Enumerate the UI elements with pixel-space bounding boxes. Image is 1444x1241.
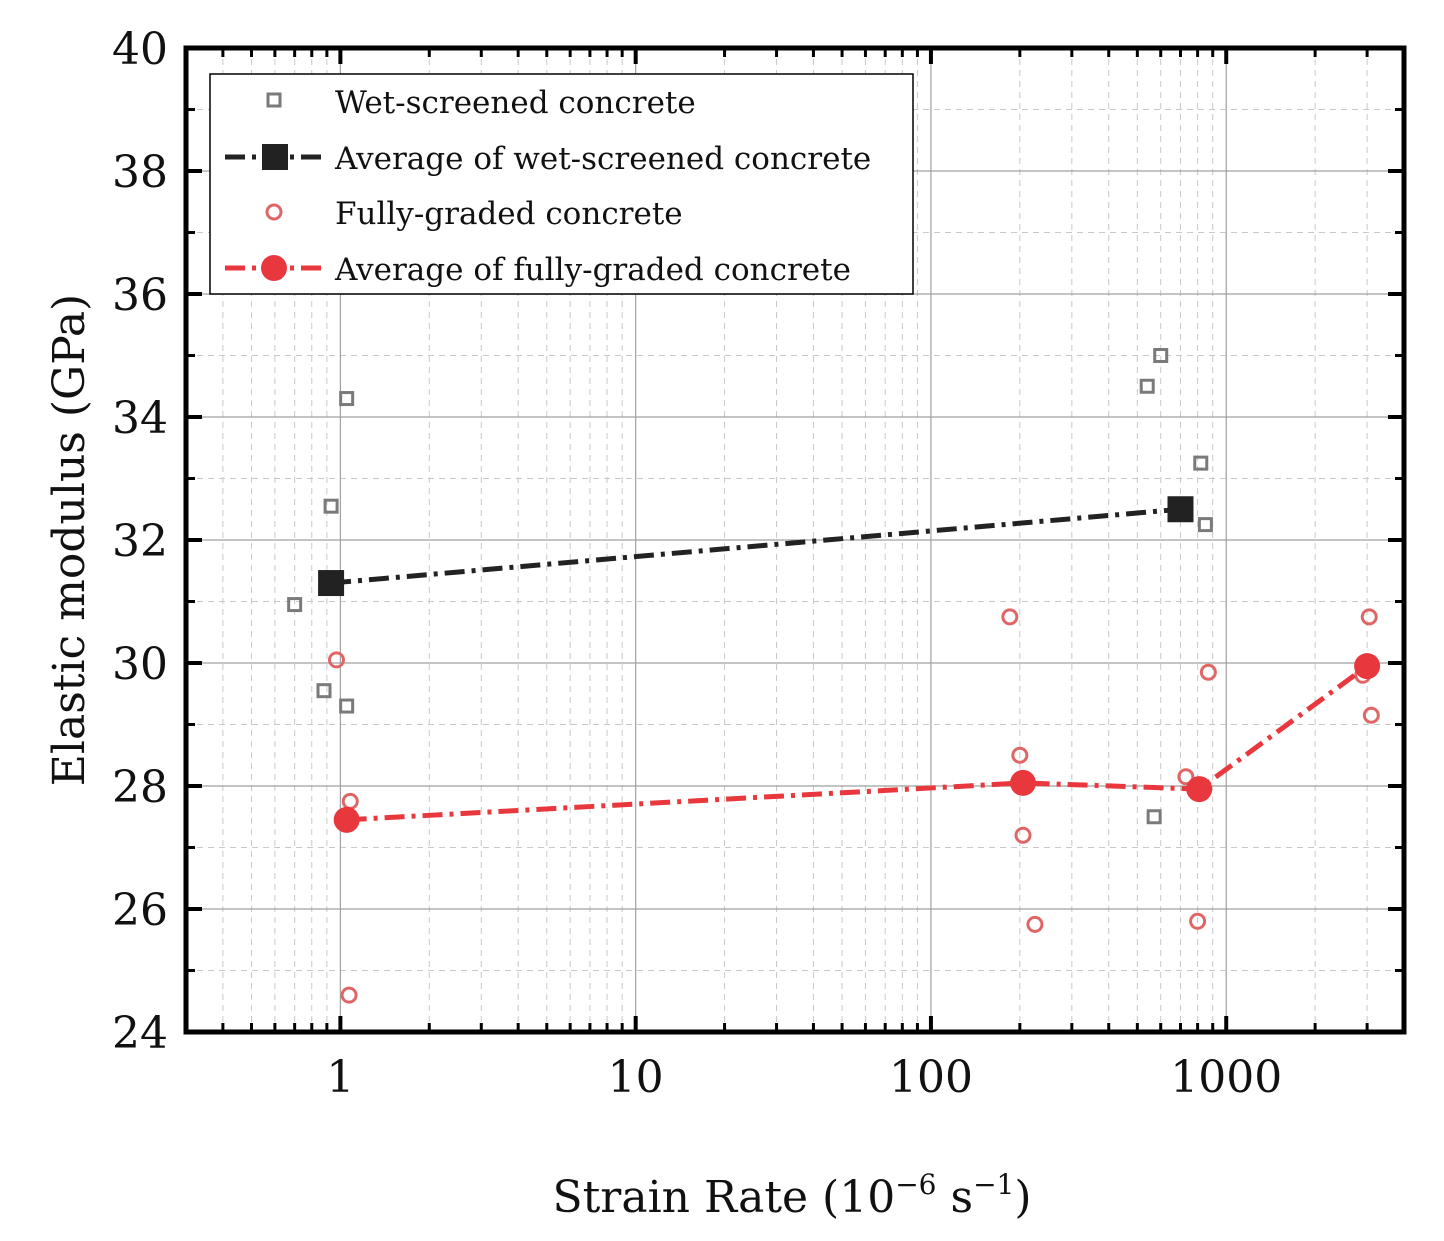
x-axis-title-end: ): [1014, 1172, 1031, 1223]
x-tick-label: 1: [326, 1052, 354, 1103]
y-tick-label: 38: [112, 147, 168, 198]
x-axis-title-exp1: −6: [895, 1168, 936, 1201]
x-axis-title: Strain Rate (10−6 s−1): [552, 1168, 1031, 1223]
wet-screened-point: [339, 391, 355, 407]
legend-full-avg-label: Average of fully-graded concrete: [334, 252, 851, 288]
y-tick-label: 28: [112, 762, 168, 813]
wet-screened-point: [316, 683, 332, 699]
fully-graded-point: [340, 986, 358, 1004]
fully-graded-point: [1177, 768, 1195, 786]
fully-graded-point: [1362, 706, 1380, 724]
legend-wet-label: Wet-screened concrete: [335, 85, 696, 121]
fully-graded-average-point: [1186, 776, 1213, 803]
wet-screened-point: [339, 698, 355, 714]
legend-wet-avg-marker: [262, 144, 288, 170]
x-tick-label: 1000: [1170, 1052, 1282, 1103]
legend-box: [209, 73, 914, 295]
x-axis-title-main: Strain Rate (10: [552, 1172, 895, 1223]
wet-screened-average-line: [330, 506, 1181, 586]
legend-full-marker: [265, 203, 283, 221]
fully-graded-point: [1360, 608, 1378, 626]
fully-graded-point: [327, 651, 345, 669]
series-layer: [287, 348, 1381, 1004]
fully-graded-point: [1011, 746, 1029, 764]
y-tick-label: 36: [112, 270, 168, 321]
fully-graded-point: [1026, 915, 1044, 933]
x-axis-title-exp2: −1: [973, 1168, 1014, 1201]
legend-full-avg-marker: [261, 255, 287, 281]
wet-screened-point: [1139, 378, 1155, 394]
fully-graded-point: [1189, 912, 1207, 930]
wet-screened-point: [323, 498, 339, 514]
x-tick-label: 100: [889, 1052, 973, 1103]
y-tick-label: 26: [112, 885, 168, 936]
wet-screened-point: [1197, 517, 1213, 533]
fully-graded-average-point: [1354, 653, 1381, 680]
wet-screened-average-point: [318, 570, 345, 597]
wet-screened-point: [1146, 809, 1162, 825]
y-tick-label: 24: [112, 1008, 168, 1059]
axis-ticks: [184, 46, 1406, 1034]
y-tick-label: 40: [112, 24, 168, 75]
wet-screened-point: [1193, 455, 1209, 471]
legend-full-label: Fully-graded concrete: [335, 196, 683, 232]
y-tick-label: 34: [112, 393, 168, 444]
y-tick-label: 32: [112, 516, 168, 567]
legend: Wet-screened concrete Average of wet-scr…: [209, 73, 914, 295]
legend-wet-avg-label: Average of wet-screened concrete: [334, 141, 871, 177]
tick-labels: 1 10 100 1000 24 26 28 30 32 34 36 38 40: [112, 24, 1282, 1103]
y-tick-label: 30: [112, 639, 168, 690]
legend-wet-marker: [266, 92, 282, 108]
wet-screened-point: [287, 597, 303, 613]
fully-graded-point: [341, 792, 359, 810]
x-tick-label: 10: [608, 1052, 664, 1103]
wet-screened-point: [1153, 348, 1169, 363]
wet-screened-average-point: [1167, 496, 1194, 523]
fully-graded-average-point: [1010, 769, 1037, 796]
y-axis-title: Elastic modulus (GPa): [44, 294, 95, 786]
fully-graded-point: [1001, 608, 1019, 626]
fully-graded-average-point: [333, 806, 360, 833]
x-axis-title-unit: s: [936, 1172, 973, 1223]
fully-graded-point: [1014, 826, 1032, 844]
fully-graded-point: [1199, 663, 1217, 681]
fully-graded-average-line: [346, 664, 1369, 823]
